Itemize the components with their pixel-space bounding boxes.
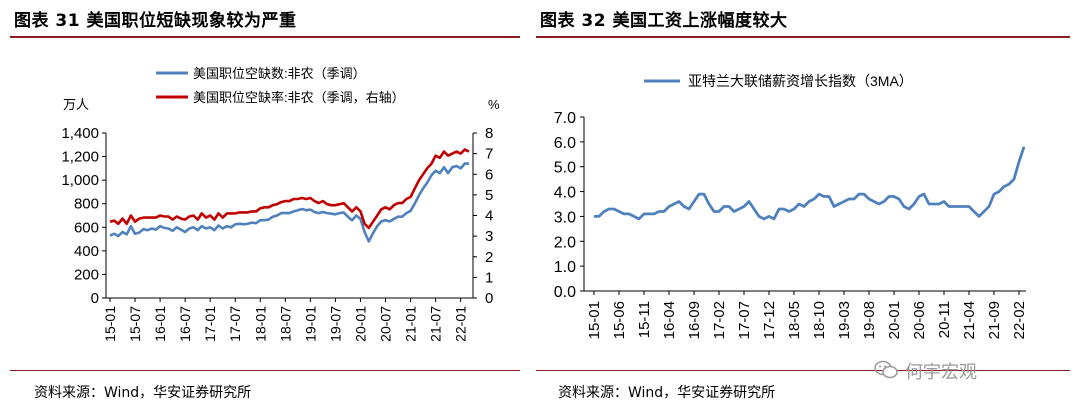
- left-y-tick-label: 400: [74, 243, 99, 260]
- y-tick-label: 3.0: [554, 209, 576, 226]
- series-line-vacancy-rate: [109, 148, 470, 230]
- x-tick-label: 15-01: [102, 306, 118, 342]
- y-tick-label: 1.0: [554, 259, 576, 276]
- watermark: 何宇宏观: [905, 362, 977, 383]
- x-tick-label: 19-03: [836, 301, 853, 339]
- x-tick-label: 16-07: [177, 306, 193, 342]
- x-tick-label: 18-10: [811, 301, 828, 339]
- x-tick-label: 19-08: [861, 301, 878, 339]
- x-tick-label: 15-06: [611, 301, 628, 339]
- x-tick-label: 22-01: [453, 306, 469, 342]
- left-chart: 0 200 400 600 800 1,000 1,200 1,400 0 1 2 3 4 5 6 7 8 15-…: [61, 66, 500, 342]
- legend-label-vacancies: 美国职位空缺数:非农（季调）: [193, 66, 366, 81]
- x-tick-label: 22-02: [1011, 301, 1028, 339]
- x-tick-label: 18-07: [277, 306, 293, 342]
- x-tick-label: 20-06: [911, 301, 928, 339]
- x-tick-label: 17-12: [761, 301, 778, 339]
- right-y-tick-label: 1: [485, 269, 493, 286]
- x-tick-label: 16-04: [661, 301, 678, 339]
- x-tick-label: 20-11: [936, 301, 953, 338]
- right-y-tick-label: 2: [485, 249, 493, 266]
- left-y-tick-label: 1,000: [61, 172, 99, 189]
- x-tick-label: 20-01: [886, 301, 903, 339]
- legend-label-vacancy-rate: 美国职位空缺率:非农（季调，右轴）: [193, 90, 405, 105]
- left-y-tick-label: 600: [74, 219, 99, 236]
- left-y-tick-label: 800: [74, 196, 99, 213]
- y-tick-label: 6.0: [554, 135, 576, 152]
- legend-label-wage-growth: 亚特兰大联储薪资增长指数（3MA）: [688, 73, 913, 89]
- series-line-vacancies: [109, 162, 469, 243]
- right-title-rule: [536, 36, 1070, 38]
- x-tick-label: 17-01: [202, 306, 218, 342]
- x-tick-label: 20-01: [352, 306, 368, 342]
- x-tick-label: 17-02: [711, 301, 728, 339]
- x-tick-label: 20-07: [378, 306, 394, 342]
- left-chart-title: 图表 31 美国职位短缺现象较为严重: [14, 11, 297, 31]
- x-tick-label: 18-05: [786, 301, 803, 339]
- left-y-tick-label: 0: [91, 290, 99, 307]
- y-tick-label: 7.0: [554, 110, 576, 127]
- left-title-rule: [10, 36, 520, 38]
- right-y-tick-label: 8: [485, 125, 493, 142]
- right-y-tick-label: 6: [485, 166, 493, 183]
- x-tick-label: 21-07: [428, 306, 444, 342]
- right-bottom-rule: [536, 370, 1070, 371]
- right-y-tick-label: 0: [485, 290, 493, 307]
- y-tick-label: 5.0: [554, 160, 576, 177]
- x-tick-label: 21-04: [961, 301, 978, 339]
- y-tick-label: 0.0: [554, 284, 576, 301]
- right-chart-title: 图表 32 美国工资上涨幅度较大: [540, 11, 788, 31]
- x-tick-label: 16-09: [686, 301, 703, 339]
- x-tick-label: 19-07: [327, 306, 343, 342]
- x-tick-label: 16-01: [152, 306, 168, 342]
- y-tick-label: 2.0: [554, 234, 576, 251]
- x-tick-label: 18-01: [252, 306, 268, 342]
- right-source-note: 资料来源：Wind，华安证券研究所: [558, 385, 776, 401]
- left-y-tick-label: 1,400: [61, 125, 99, 142]
- right-y-tick-label: 7: [485, 146, 493, 163]
- x-tick-label: 17-07: [736, 301, 753, 339]
- right-y-tick-label: 4: [485, 208, 493, 225]
- x-tick-label: 21-01: [403, 306, 419, 342]
- x-tick-label: 19-01: [302, 306, 318, 342]
- left-axis-unit: 万人: [63, 97, 89, 112]
- x-tick-label: 17-07: [227, 306, 243, 342]
- x-tick-label: 15-01: [586, 301, 603, 339]
- left-bottom-rule: [10, 370, 520, 371]
- left-y-tick-label: 1,200: [61, 149, 99, 166]
- right-chart: 0.0 1.0 2.0 3.0 4.0 5.0 6.0 7.0 15-01 15-06 15-11 1…: [554, 73, 1028, 339]
- left-source-note: 资料来源：Wind，华安证券研究所: [34, 385, 252, 401]
- series-line-wage-growth: [594, 146, 1026, 221]
- wechat-icon: [874, 360, 898, 379]
- y-tick-label: 4.0: [554, 185, 576, 202]
- right-y-tick-label: 5: [485, 187, 493, 204]
- right-y-tick-label: 3: [485, 228, 493, 245]
- x-tick-label: 15-07: [127, 306, 143, 342]
- left-y-tick-label: 200: [74, 266, 99, 283]
- x-tick-label: 21-09: [986, 301, 1003, 339]
- x-tick-label: 15-11: [636, 301, 653, 338]
- right-axis-unit: %: [488, 97, 500, 112]
